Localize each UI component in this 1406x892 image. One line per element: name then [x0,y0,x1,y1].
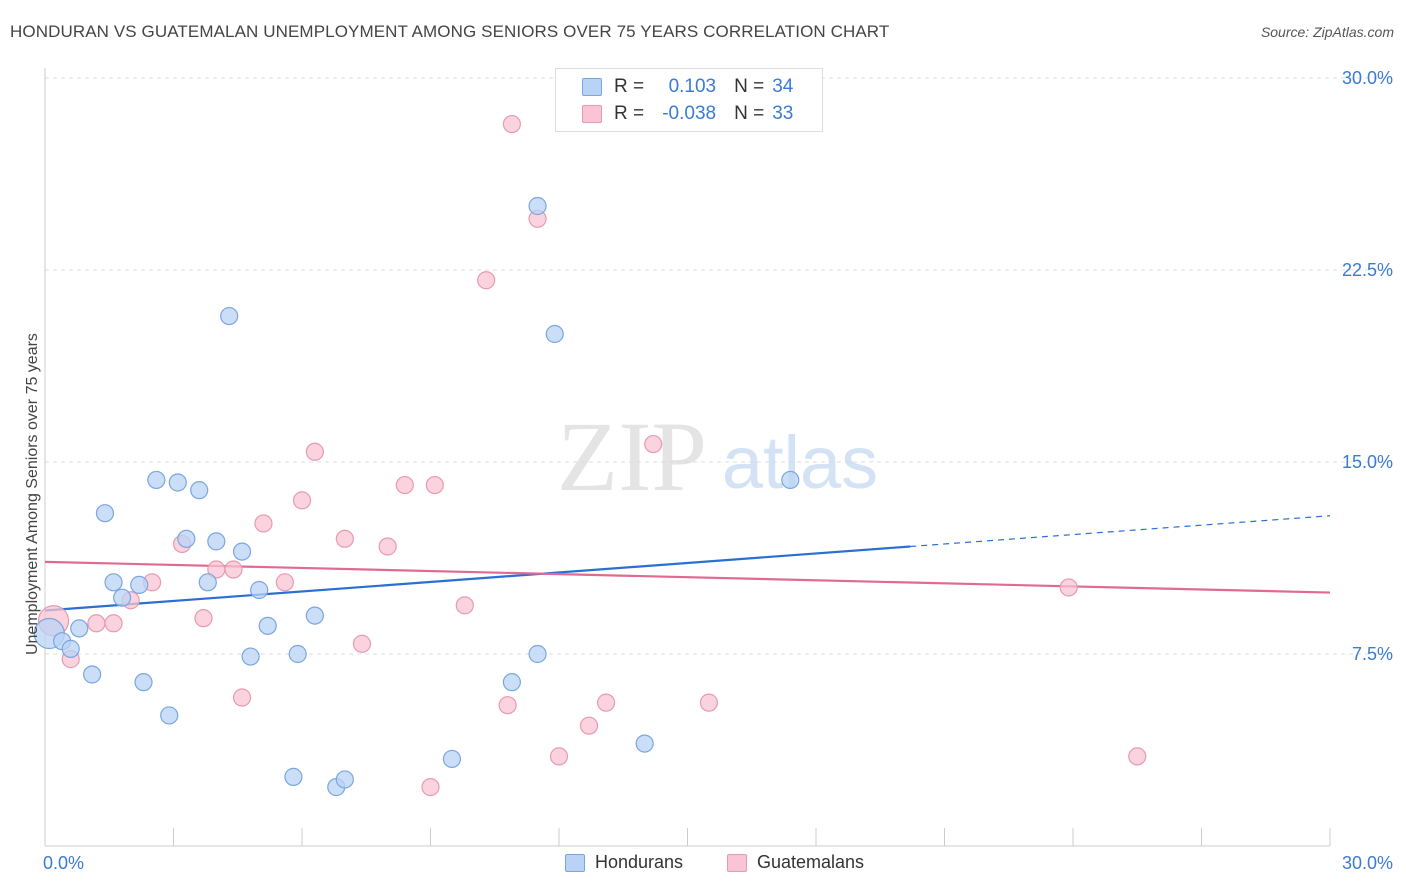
point-honduran [241,647,260,666]
y-tick-label: 15.0% [1342,452,1393,472]
point-guatemalan [1128,747,1147,766]
point-honduran [168,473,187,492]
axes [44,68,1331,847]
legend-r-label: R = [614,103,645,124]
point-honduran [635,734,654,753]
y-axis-label: Unemployment Among Seniors over 75 years [24,333,41,655]
legend-swatch-blue [565,853,585,872]
legend-label-hondurans: Hondurans [595,852,684,872]
point-honduran [284,767,303,786]
point-guatemalan [597,693,616,712]
legend-item-hondurans: Hondurans [565,852,683,873]
point-guatemalan [421,778,440,797]
point-guatemalan [395,475,414,495]
data-points [33,114,1147,797]
point-guatemalan [335,529,354,548]
point-honduran [288,644,307,664]
point-honduran [335,770,354,789]
point-honduran [95,504,115,523]
point-guatemalan [699,693,719,712]
legend-n-label: N = [734,76,765,97]
point-honduran [160,706,179,725]
point-guatemalan [498,696,517,715]
point-honduran [190,481,209,500]
watermark-zip: ZIP [557,401,707,512]
point-guatemalan [378,537,397,556]
legend-r-value: 0.103 [668,76,717,97]
point-honduran [112,588,132,607]
trend-line-hondurans-projection [910,515,1331,548]
legend-label-guatemalans: Guatemalans [757,852,865,872]
point-honduran [305,606,324,625]
legend-swatch-pink [582,105,602,123]
x-tick-label: 30.0% [1342,853,1393,873]
legend-n-value: 34 [772,76,794,97]
source-label: Source: ZipAtlas.com [1260,24,1394,40]
point-guatemalan [644,434,663,454]
trend-line-guatemalans [44,560,1331,594]
legend-r-label: R = [614,76,645,97]
point-honduran [147,470,166,490]
point-guatemalan [425,475,444,495]
point-honduran [207,532,226,551]
point-honduran [104,573,123,592]
point-honduran [232,542,252,561]
point-guatemalan [352,634,372,653]
legend-n-label: N = [734,103,765,124]
watermark: ZIP atlas [557,401,878,512]
trend-lines [44,515,1331,612]
point-honduran [61,639,80,658]
correlation-legend: R = 0.103 N = 34 R = -0.038 N = 33 [555,68,823,132]
series-legend: Hondurans Guatemalans [0,852,1406,878]
point-honduran [528,196,547,216]
y-tick-label: 22.5% [1342,260,1393,280]
point-guatemalan [194,609,213,628]
point-honduran [528,644,547,664]
x-tick-label: 0.0% [43,853,84,873]
legend-swatch-pink [727,853,747,872]
point-honduran [130,575,149,594]
point-honduran [781,470,800,490]
point-honduran [177,529,196,548]
legend-r-value: -0.038 [662,103,717,124]
point-guatemalan [455,596,474,615]
point-guatemalan [502,114,521,134]
legend-item-guatemalans: Guatemalans [727,852,864,873]
point-guatemalan [275,573,294,592]
point-honduran [70,619,89,638]
watermark-atlas: atlas [722,421,878,504]
point-guatemalan [305,442,324,461]
legend-row-hondurans: R = 0.103 N = 34 [582,76,793,98]
point-honduran [250,580,269,600]
y-tick-label: 7.5% [1352,644,1393,664]
point-honduran [134,673,153,692]
trend-line-hondurans [44,545,911,612]
tick-labels: 7.5% 15.0% 22.5% 30.0% 0.0% 30.0% [43,68,1393,873]
legend-row-guatemalans: R = -0.038 N = 33 [582,103,793,125]
point-honduran [83,665,102,684]
point-guatemalan [1059,578,1078,597]
chart-title: HONDURAN VS GUATEMALAN UNEMPLOYMENT AMON… [10,22,890,41]
point-guatemalan [549,747,569,766]
point-guatemalan [104,614,123,633]
point-guatemalan [254,514,273,533]
point-honduran [198,573,217,592]
point-guatemalan [477,271,496,290]
point-honduran [502,673,521,692]
point-guatemalan [579,716,599,735]
legend-n-value: 33 [772,103,794,124]
legend-swatch-blue [582,78,602,96]
point-guatemalan [292,491,312,510]
point-guatemalan [87,614,106,633]
point-honduran [442,749,462,769]
y-tick-label: 30.0% [1342,68,1393,88]
point-guatemalan [232,688,252,707]
point-guatemalan [224,560,243,579]
point-honduran [545,324,564,344]
point-honduran [258,616,277,635]
point-honduran [220,306,239,326]
